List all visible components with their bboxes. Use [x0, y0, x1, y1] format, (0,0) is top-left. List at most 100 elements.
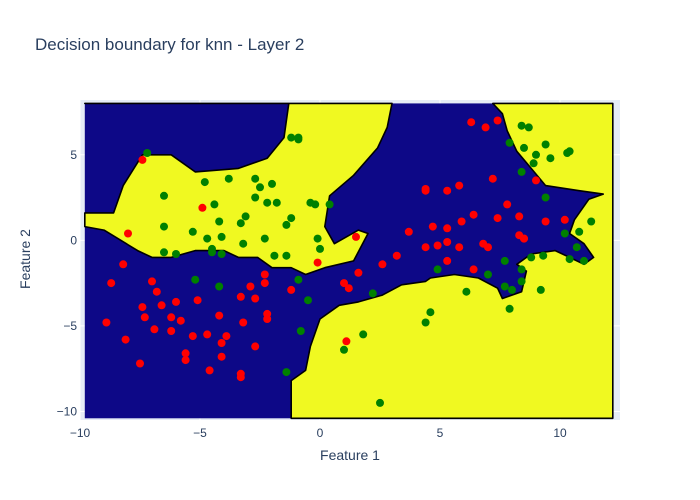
- point-green: [517, 167, 526, 176]
- point-green: [294, 133, 303, 142]
- point-green: [239, 239, 248, 248]
- point-red: [138, 155, 147, 164]
- point-green: [524, 123, 533, 132]
- point-red: [198, 203, 207, 212]
- point-green: [143, 149, 152, 157]
- y-axis-ticks: −10 −5 0 5: [57, 148, 78, 419]
- point-green: [200, 178, 209, 187]
- point-red: [404, 227, 413, 236]
- x-tick-label: 0: [317, 426, 324, 440]
- point-red: [157, 301, 166, 310]
- point-green: [287, 214, 296, 223]
- point-green: [587, 217, 596, 226]
- point-green: [508, 285, 516, 294]
- point-red: [455, 243, 464, 252]
- point-red: [443, 238, 452, 246]
- point-green: [500, 282, 509, 291]
- y-tick-label: 0: [70, 233, 77, 247]
- point-green: [527, 253, 536, 262]
- point-green: [517, 265, 526, 274]
- point-green: [572, 243, 581, 252]
- point-green: [217, 232, 226, 241]
- point-green: [505, 304, 514, 313]
- point-green: [304, 296, 312, 305]
- point-red: [107, 279, 116, 288]
- x-tick-label: 10: [553, 426, 567, 440]
- point-green: [241, 212, 250, 221]
- point-green: [208, 248, 216, 257]
- x-tick-label: −10: [70, 426, 91, 440]
- point-red: [287, 285, 296, 294]
- point-green: [462, 287, 471, 296]
- point-green: [529, 159, 538, 168]
- region-yellow-0: [84, 102, 393, 276]
- point-red: [136, 359, 144, 368]
- point-red: [455, 181, 464, 190]
- point-red: [488, 174, 497, 183]
- point-red: [443, 224, 452, 233]
- point-red: [251, 294, 260, 303]
- point-red: [421, 186, 430, 195]
- point-red: [560, 215, 569, 224]
- y-tick-label: 5: [70, 148, 77, 162]
- point-red: [352, 232, 360, 241]
- point-green: [517, 277, 526, 286]
- point-red: [260, 270, 269, 279]
- point-green: [368, 289, 377, 298]
- point-green: [311, 200, 320, 209]
- point-red: [181, 349, 190, 358]
- point-green: [268, 179, 276, 188]
- point-green: [340, 345, 348, 354]
- point-red: [246, 282, 255, 291]
- point-green: [287, 133, 296, 142]
- point-red: [433, 241, 442, 250]
- point-green: [270, 251, 279, 260]
- point-green: [541, 193, 550, 202]
- point-green: [188, 227, 197, 236]
- point-red: [193, 296, 202, 305]
- decision-regions: [84, 102, 614, 420]
- point-red: [203, 330, 212, 339]
- point-green: [484, 270, 492, 279]
- point-red: [443, 186, 452, 195]
- point-red: [541, 217, 550, 226]
- point-red: [138, 303, 147, 312]
- point-green: [251, 193, 260, 202]
- point-green: [433, 265, 442, 274]
- point-green: [256, 183, 264, 192]
- point-red: [172, 297, 180, 306]
- point-green: [160, 248, 168, 257]
- point-red: [217, 339, 226, 347]
- point-green: [505, 138, 514, 147]
- point-red: [457, 217, 466, 226]
- point-green: [546, 154, 555, 163]
- point-red: [236, 292, 245, 301]
- x-tick-label: 5: [437, 426, 444, 440]
- point-green: [313, 234, 322, 243]
- point-red: [340, 279, 348, 288]
- point-red: [354, 268, 363, 277]
- point-red: [469, 265, 478, 274]
- point-red: [150, 325, 159, 334]
- y-tick-label: −10: [57, 404, 78, 418]
- point-red: [119, 260, 128, 269]
- point-red: [181, 356, 190, 365]
- point-red: [469, 210, 478, 219]
- point-red: [205, 366, 214, 375]
- point-green: [359, 330, 368, 339]
- x-axis-title: Feature 1: [320, 447, 380, 463]
- point-red: [217, 352, 226, 361]
- point-green: [282, 220, 291, 229]
- data-points: [102, 116, 596, 407]
- point-green: [500, 256, 509, 265]
- point-red: [342, 337, 351, 346]
- point-red: [167, 313, 176, 322]
- point-red: [493, 214, 502, 223]
- point-green: [541, 140, 550, 149]
- point-red: [481, 123, 490, 132]
- point-red: [121, 335, 130, 344]
- point-green: [217, 250, 226, 258]
- point-red: [188, 332, 197, 341]
- point-red: [124, 229, 132, 238]
- point-green: [376, 398, 384, 407]
